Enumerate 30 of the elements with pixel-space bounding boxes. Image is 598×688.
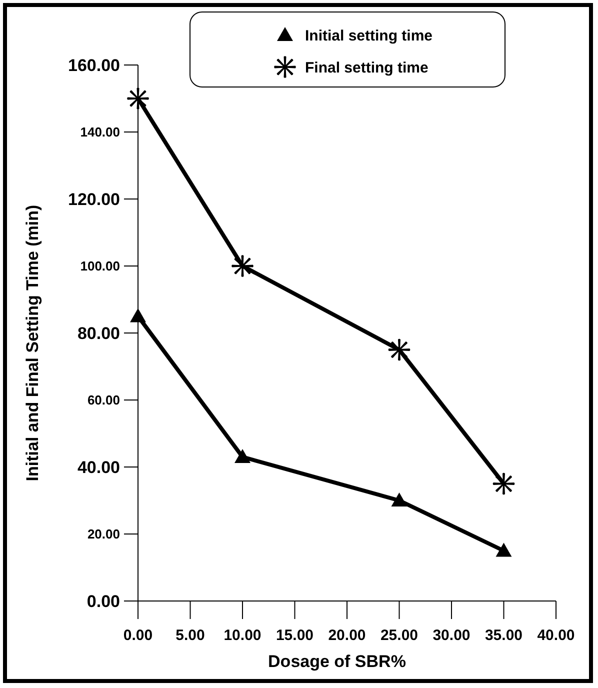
point <box>130 308 146 322</box>
y-tick-label: 120.00 <box>68 190 120 209</box>
point <box>232 255 254 277</box>
point <box>234 448 250 463</box>
x-tick-label: 40.00 <box>537 627 575 644</box>
point <box>492 472 515 495</box>
y-axis-title: Initial and Final Setting Time (min) <box>23 204 42 482</box>
y-tick-label: 80.00 <box>77 324 120 343</box>
legend-label: Initial setting time <box>305 27 433 44</box>
y-tick-label: 100.00 <box>80 258 120 274</box>
point <box>391 492 408 506</box>
point <box>496 542 512 557</box>
point <box>127 88 149 110</box>
x-tick-label: 15.00 <box>276 627 314 644</box>
y-tick-label: 160.00 <box>68 56 120 75</box>
y-tick-label: 0.00 <box>86 592 120 611</box>
y-tick-label: 60.00 <box>87 392 120 408</box>
x-tick-label: 20.00 <box>328 627 366 644</box>
x-tick-label: 5.00 <box>176 627 205 644</box>
x-tick-label: 0.00 <box>123 627 153 644</box>
x-axis-title: Dosage of SBR% <box>268 652 406 671</box>
x-tick-label: 35.00 <box>484 627 523 644</box>
y-tick-label: 140.00 <box>80 124 120 140</box>
x-tick-label: 25.00 <box>380 627 418 644</box>
x-tick-label: 30.00 <box>432 627 470 644</box>
y-tick-label: 40.00 <box>77 458 120 477</box>
legend-label: Final setting time <box>305 59 428 76</box>
x-tick-label: 10.00 <box>224 627 262 644</box>
y-tick-label: 20.00 <box>87 526 120 542</box>
point <box>388 338 410 361</box>
